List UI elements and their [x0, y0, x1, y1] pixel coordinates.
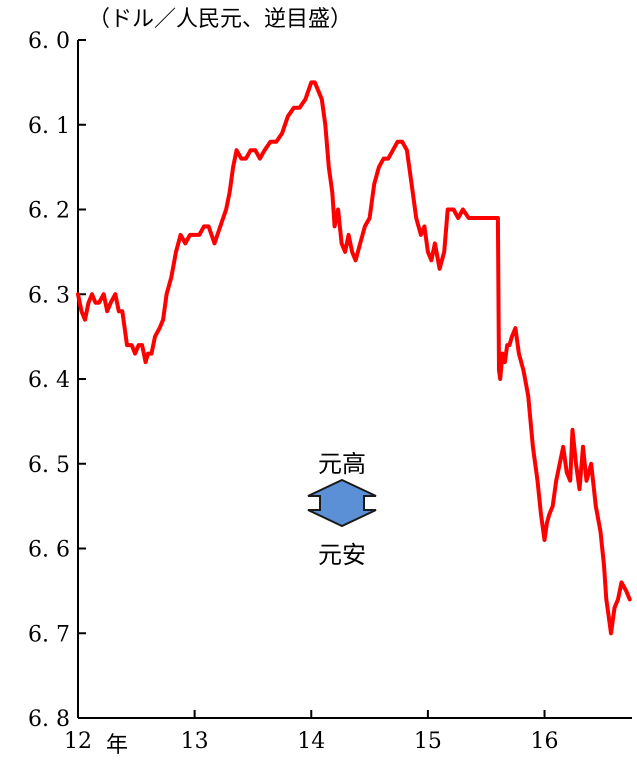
y-axis: 6. 0 6. 1 6. 2 6. 3 6. 4 6. 5 6. 6 6. 7 6. 8 — [28, 29, 86, 732]
y-tick-label: 6. 8 — [28, 707, 70, 732]
series-line-0 — [76, 80, 632, 636]
y-tick-label: 6. 7 — [28, 622, 70, 647]
x-axis: 12 13 14 15 16 年 — [64, 710, 632, 758]
direction-annotation: 元高 元安 — [307, 450, 377, 569]
y-tick-label: 6. 1 — [28, 114, 70, 139]
y-tick-label: 6. 5 — [28, 453, 70, 478]
y-tick-label: 6. 0 — [28, 29, 70, 54]
annotation-up-label: 元高 — [318, 450, 366, 478]
unit-label: （ドル／人民元、逆目盛） — [88, 7, 352, 32]
x-unit-label: 年 — [106, 733, 128, 758]
y-tick-label: 6. 4 — [28, 368, 70, 393]
x-tick-label: 15 — [414, 729, 442, 754]
x-tick-label: 12 — [64, 729, 92, 754]
x-tick-label: 16 — [531, 729, 559, 754]
y-tick-label: 6. 2 — [28, 199, 70, 224]
series-group — [76, 80, 632, 636]
annotation-down-label: 元安 — [318, 541, 366, 569]
double-arrow-icon — [307, 478, 377, 528]
y-tick-label: 6. 3 — [28, 283, 70, 308]
x-tick-label: 13 — [181, 729, 209, 754]
x-tick-label: 14 — [297, 729, 325, 754]
y-tick-label: 6. 6 — [28, 538, 70, 563]
